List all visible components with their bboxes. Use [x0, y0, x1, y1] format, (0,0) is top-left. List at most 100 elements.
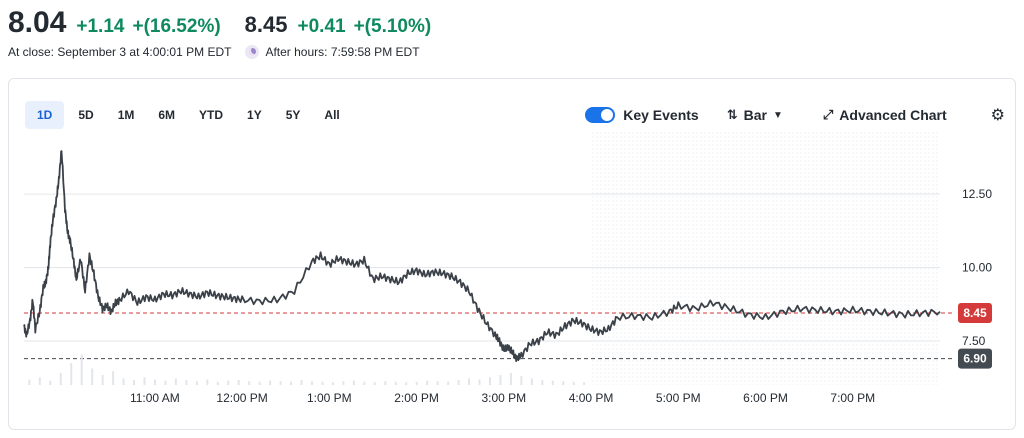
volume-bar: [91, 368, 94, 385]
volume-bar: [384, 381, 387, 385]
volume-bar: [572, 381, 575, 385]
price-line: [23, 150, 941, 363]
toggle-switch-icon: [585, 107, 616, 123]
volume-bar: [133, 380, 136, 385]
volume-bar: [520, 376, 523, 385]
advanced-chart-button[interactable]: ⤢ Advanced Chart: [823, 107, 947, 123]
range-button-1m[interactable]: 1M: [117, 108, 135, 122]
quote-header: 8.04 +1.14 +(16.52%) 8.45 +0.41 +(5.10%): [8, 6, 431, 40]
gear-icon[interactable]: ⚙: [990, 107, 1005, 124]
after-hours-change: +0.41: [297, 16, 346, 37]
y-tick-label: 12.50: [962, 187, 992, 201]
volume-bar: [311, 381, 314, 385]
volume-bar: [112, 371, 115, 385]
volume-bar: [541, 380, 544, 385]
x-tick-label: 6:00 PM: [743, 391, 788, 405]
volume-bar: [300, 380, 303, 385]
y-tick-label: 10.00: [962, 261, 992, 275]
chart-toolbar: Key Events ⇅ Bar ▼ ⤢ Advanced Chart ⚙: [585, 101, 1005, 129]
advanced-chart-label: Advanced Chart: [839, 107, 947, 123]
volume-bar: [331, 382, 334, 385]
volume-bar: [122, 378, 125, 385]
range-selector: 1D 5D 1M 6M YTD 1Y 5Y All: [25, 101, 350, 129]
volume-bar: [49, 380, 52, 385]
after-hours-region: [591, 132, 940, 385]
volume-bar: [216, 381, 219, 385]
volume-bar: [227, 380, 230, 385]
volume-bar: [499, 375, 502, 385]
chart-type-dropdown[interactable]: ⇅ Bar ▼: [727, 107, 783, 123]
volume-bar: [468, 378, 471, 385]
volume-bar: [373, 382, 376, 385]
volume-bar: [174, 378, 177, 385]
after-hours-price: 8.45: [244, 12, 288, 37]
x-tick-label: 7:00 PM: [830, 391, 875, 405]
volume-bar: [321, 381, 324, 385]
range-button-6m[interactable]: 6M: [158, 108, 176, 122]
volume-bar: [153, 379, 156, 385]
x-tick-label: 1:00 PM: [307, 391, 352, 405]
volume-bar: [206, 379, 209, 385]
range-button-1y[interactable]: 1Y: [247, 108, 262, 122]
volume-bar: [279, 381, 282, 385]
range-button-5y[interactable]: 5Y: [285, 108, 301, 122]
volume-bar: [59, 372, 62, 385]
volume-bar: [394, 381, 397, 385]
price-tag: [958, 303, 992, 324]
after-hours-timestamp: After hours: 7:59:58 PM EDT: [265, 45, 420, 59]
volume-bar: [80, 354, 83, 385]
volume-bar: [237, 380, 240, 385]
y-tick-label: 7.50: [962, 334, 986, 348]
x-tick-label: 4:00 PM: [569, 391, 614, 405]
volume-bar: [447, 381, 450, 385]
volume-bar: [143, 377, 146, 385]
volume-bar: [185, 380, 188, 385]
volume-bar: [562, 381, 565, 385]
chart-type-label: Bar: [743, 107, 767, 123]
volume-bar: [195, 381, 198, 385]
volume-bar: [290, 381, 293, 385]
volume-bar: [583, 382, 586, 385]
volume-bar: [509, 372, 512, 385]
range-button-ytd[interactable]: YTD: [199, 108, 224, 122]
volume-bar: [363, 381, 366, 385]
volume-bar: [426, 380, 429, 385]
volume-bar: [405, 382, 408, 385]
volume-bar: [248, 381, 251, 385]
range-button-5d[interactable]: 5D: [78, 108, 94, 122]
volume-bar: [530, 378, 533, 385]
chevron-down-icon: ▼: [772, 109, 783, 121]
price-tag: [958, 348, 992, 369]
x-tick-label: 12:00 PM: [216, 391, 267, 405]
close-timestamp: At close: September 3 at 4:00:01 PM EDT: [8, 45, 232, 59]
after-hours-change-percent: +(5.10%): [353, 16, 432, 37]
x-tick-label: 2:00 PM: [394, 391, 439, 405]
volume-bar: [70, 363, 73, 385]
volume-bar: [415, 381, 418, 385]
volume-bar: [269, 380, 272, 385]
key-events-toggle[interactable]: Key Events: [585, 107, 699, 123]
x-tick-label: 5:00 PM: [656, 391, 701, 405]
volume-bar: [164, 380, 167, 385]
volume-bar: [478, 379, 481, 385]
close-price: 8.04: [8, 6, 67, 39]
range-button-1d[interactable]: 1D: [25, 101, 65, 129]
range-button-all[interactable]: All: [324, 108, 340, 122]
volume-bar: [28, 379, 31, 385]
chart-panel: 1D 5D 1M 6M YTD 1Y 5Y All Key Events ⇅ Bar ▼ ⤢ …: [8, 78, 1016, 430]
volume-bar: [551, 380, 554, 385]
price-tag-label: 6.90: [963, 352, 987, 366]
moon-icon: [245, 45, 260, 59]
close-change-percent: +(16.52%): [132, 16, 221, 37]
sort-arrows-icon: ⇅: [726, 107, 738, 122]
x-tick-label: 3:00 PM: [481, 391, 526, 405]
volume-bar: [436, 381, 439, 385]
volume-bar: [457, 380, 460, 385]
close-change: +1.14: [76, 16, 125, 37]
volume-bar: [352, 380, 355, 385]
volume-bar: [342, 381, 345, 385]
volume-bar: [38, 377, 41, 385]
x-tick-label: 11:00 AM: [130, 391, 180, 405]
quote-timestamps: At close: September 3 at 4:00:01 PM EDT …: [8, 45, 420, 59]
